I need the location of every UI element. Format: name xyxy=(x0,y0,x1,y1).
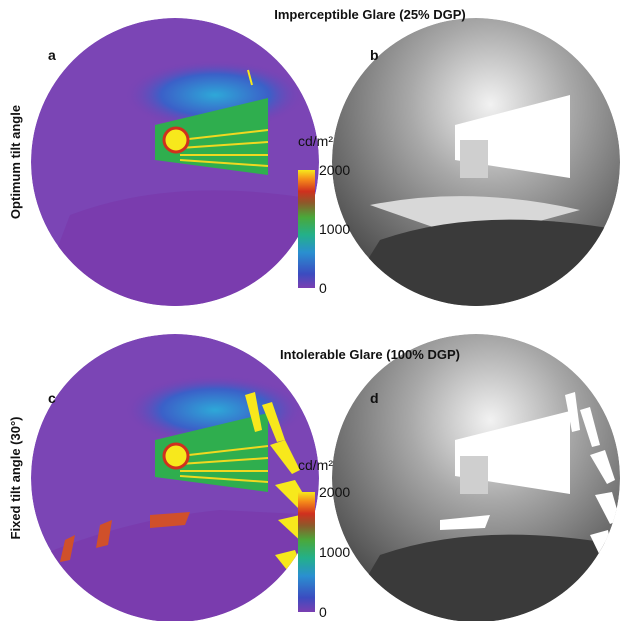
panel-label: b xyxy=(370,47,379,63)
figure: Imperceptible Glare (25% DGP) Intolerabl… xyxy=(0,0,621,621)
colorbar-tick-label: 2000 xyxy=(319,162,350,178)
colorbar-tick-label: 2000 xyxy=(319,484,350,500)
panel-label: d xyxy=(370,390,379,406)
panel-row-title: Intolerable Glare (100% DGP) xyxy=(280,347,460,362)
colorbar-tick-label: 1000 xyxy=(319,544,350,560)
colorbar-tick-label: 0 xyxy=(319,280,327,296)
colorbar-unit: cd/m² xyxy=(298,133,333,149)
row-label: Optimum tilt angle xyxy=(8,105,23,219)
colorbar-tick-label: 1000 xyxy=(319,221,350,237)
row-label: Fixed tilt angle (30°) xyxy=(8,417,23,540)
luminance-map xyxy=(30,334,320,621)
colorbar-unit: cd/m² xyxy=(298,457,333,473)
panel-row-title: Imperceptible Glare (25% DGP) xyxy=(274,7,465,22)
panel-label: c xyxy=(48,390,56,406)
colorbar xyxy=(298,492,315,612)
colorbar-tick-label: 0 xyxy=(319,604,327,620)
luminance-map xyxy=(30,18,320,320)
colorbar xyxy=(298,170,315,288)
photo xyxy=(330,18,620,320)
panel-label: a xyxy=(48,47,56,63)
photo xyxy=(330,334,620,621)
